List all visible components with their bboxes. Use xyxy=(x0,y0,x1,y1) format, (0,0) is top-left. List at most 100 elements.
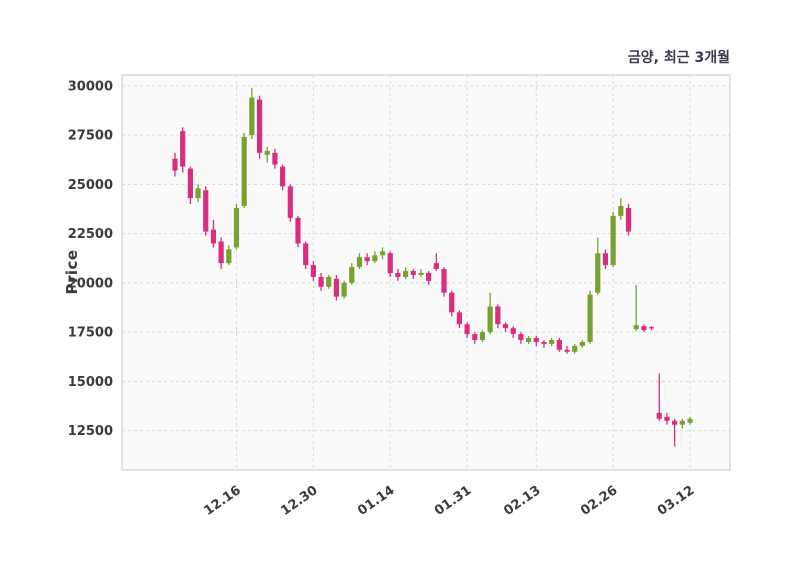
candle-body xyxy=(418,272,424,275)
y-tick-label: 30000 xyxy=(68,79,113,94)
candle-body xyxy=(310,265,316,277)
candle xyxy=(264,146,270,163)
candle-body xyxy=(672,420,678,425)
x-tick-label: 12.16 xyxy=(201,483,243,519)
candle-body xyxy=(464,324,470,335)
candle-body xyxy=(610,215,616,266)
candle-body xyxy=(641,326,647,331)
candle xyxy=(418,269,424,277)
candle xyxy=(233,204,240,250)
candle xyxy=(426,271,432,285)
candle xyxy=(333,274,340,301)
candle xyxy=(295,215,301,248)
candle xyxy=(372,251,378,264)
candle-body xyxy=(318,276,324,287)
candle-body xyxy=(510,328,516,335)
candle-body xyxy=(595,253,601,293)
y-tick-label: 22500 xyxy=(68,227,113,242)
candle-body xyxy=(679,420,685,425)
candle-body xyxy=(272,152,278,165)
candle xyxy=(495,304,501,329)
candle xyxy=(648,326,655,331)
candle xyxy=(579,339,585,348)
y-tick-label: 20000 xyxy=(68,276,113,291)
candle-body xyxy=(587,294,593,342)
candle xyxy=(610,211,616,268)
candle-body xyxy=(210,229,217,244)
candle-body xyxy=(533,338,539,342)
candle-body xyxy=(525,338,532,342)
candle xyxy=(525,336,532,344)
candle-body xyxy=(549,339,555,344)
y-tick-label: 25000 xyxy=(68,178,113,193)
candle-body xyxy=(233,207,240,248)
candle-body xyxy=(372,255,378,262)
candle xyxy=(664,412,670,425)
candle xyxy=(564,345,570,354)
candle-body xyxy=(687,418,693,423)
candle xyxy=(502,322,509,333)
x-tick-label: 01.31 xyxy=(432,483,474,519)
candle xyxy=(364,253,370,266)
candle xyxy=(487,292,493,335)
candle xyxy=(518,332,524,344)
candle-body xyxy=(502,324,509,329)
candle-body xyxy=(402,271,409,277)
candle-body xyxy=(287,186,293,218)
candle-body xyxy=(387,253,393,273)
candle xyxy=(387,251,393,277)
candle xyxy=(210,219,217,248)
candle xyxy=(572,343,578,354)
candle-body xyxy=(479,332,486,340)
candle-body xyxy=(664,416,670,421)
candle-body xyxy=(379,251,386,256)
y-tick-label: 27500 xyxy=(68,129,113,144)
candle-body xyxy=(218,241,224,264)
candle-body xyxy=(226,249,232,264)
candle xyxy=(341,280,347,299)
candle xyxy=(326,274,332,289)
candle xyxy=(433,253,439,272)
candle xyxy=(310,261,316,281)
candle-body xyxy=(295,217,301,244)
candle xyxy=(280,164,286,191)
candle xyxy=(641,324,647,333)
candle-body xyxy=(441,269,447,293)
candle-body xyxy=(648,327,655,329)
candle-body xyxy=(487,306,493,333)
candle xyxy=(356,253,363,270)
candle-body xyxy=(618,206,624,216)
candle xyxy=(349,263,355,285)
candle xyxy=(625,204,632,236)
y-tick-label: 12500 xyxy=(68,424,113,439)
candle xyxy=(379,247,386,260)
x-tick-label: 01.14 xyxy=(355,483,397,519)
candle xyxy=(272,148,278,169)
candle-body xyxy=(656,412,662,419)
candle xyxy=(595,237,601,295)
candle-body xyxy=(341,282,347,297)
candle xyxy=(549,338,555,346)
candle-body xyxy=(256,99,263,153)
candle xyxy=(172,152,178,177)
candle xyxy=(218,237,224,270)
candle xyxy=(656,373,662,421)
candle xyxy=(195,184,201,203)
candle-body xyxy=(602,253,609,266)
x-tick-label: 12.30 xyxy=(278,483,320,519)
candle xyxy=(556,338,562,352)
candle-body xyxy=(180,131,186,167)
candle-body xyxy=(572,345,578,352)
candle xyxy=(587,290,593,344)
candle-body xyxy=(333,278,340,297)
candle-body xyxy=(195,188,201,199)
candle xyxy=(203,186,209,236)
candle-body xyxy=(564,349,570,352)
candle xyxy=(456,310,463,329)
plot-panel xyxy=(121,74,731,471)
candle-body xyxy=(410,271,416,275)
candle xyxy=(449,290,455,317)
candle xyxy=(402,267,409,279)
candle xyxy=(318,272,324,291)
